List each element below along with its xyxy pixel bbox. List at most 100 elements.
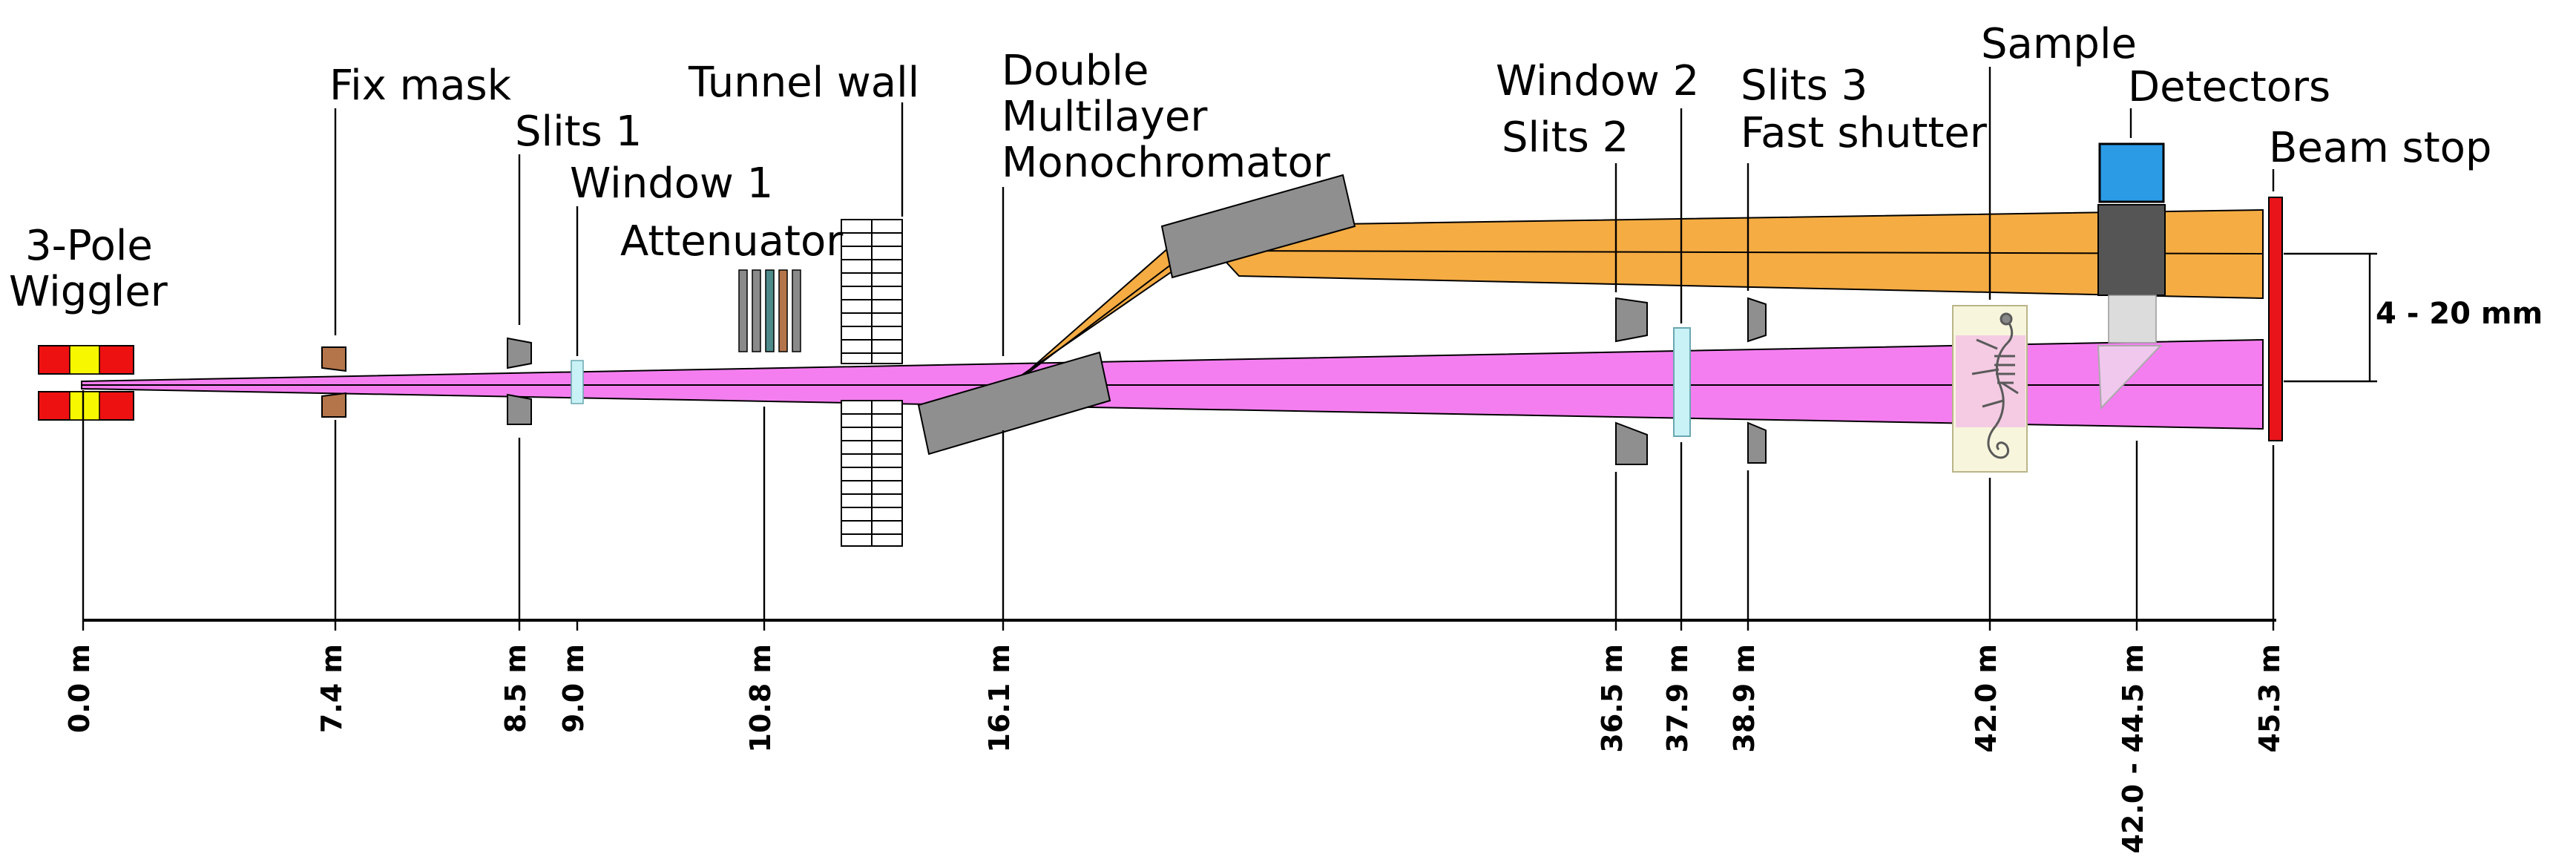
drop-lines (82, 390, 2275, 620)
label-slits-3-line1: Slits 3 (1741, 62, 1867, 110)
wall-brick (841, 467, 873, 481)
offset-label: 4 - 20 mm (2376, 297, 2543, 331)
wall-brick (871, 507, 903, 522)
distance-label-sample: 42.0 m (1970, 644, 2002, 753)
wall-brick (841, 493, 873, 508)
sample (1952, 305, 2028, 473)
label-monochromator-line2: Multilayer (1002, 93, 1208, 141)
label-slits-1: Slits 1 (515, 108, 642, 156)
wall-brick (871, 520, 903, 535)
monochromator-crystals (917, 174, 1356, 456)
chameleon-skeleton-icon (1971, 312, 2019, 459)
wall-brick (841, 259, 873, 274)
label-fix-mask: Fix mask (329, 62, 512, 110)
wall-brick (871, 467, 903, 481)
slits-1 (507, 337, 532, 425)
wall-brick (841, 453, 873, 468)
wall-brick (841, 219, 873, 234)
label-slits-3: Slits 3 Fast shutter (1741, 62, 1988, 157)
label-detectors: Detectors (2128, 63, 2330, 111)
wall-brick (841, 440, 873, 455)
wall-brick (871, 440, 903, 455)
offset-dimension (2284, 252, 2377, 383)
label-tunnel-wall: Tunnel wall (688, 59, 919, 107)
distance-label-attenuator: 10.8 m (744, 644, 777, 753)
label-monochromator-line1: Double (1002, 47, 1149, 95)
detector-top (2098, 142, 2165, 203)
slits-3-fast-shutter (1747, 297, 1767, 464)
label-beam-stop: Beam stop (2269, 124, 2491, 172)
wall-brick (841, 299, 873, 314)
distance-label-detectors: 42.0 - 44.5 m (2117, 644, 2149, 854)
wall-brick (841, 520, 873, 535)
detectors (2097, 142, 2166, 410)
wall-brick (871, 259, 903, 274)
wall-brick (841, 232, 873, 247)
beam-stop (2268, 197, 2283, 441)
wall-brick (871, 272, 903, 287)
attenuator (738, 269, 801, 352)
label-window-1: Window 1 (570, 160, 773, 208)
wall-brick (871, 219, 903, 234)
distance-label-window2: 37.9 m (1661, 644, 1694, 753)
distance-label-window1: 9.0 m (557, 644, 590, 733)
window-1 (571, 360, 584, 404)
distance-label-slits2: 36.5 m (1596, 644, 1629, 753)
wall-brick (871, 312, 903, 327)
wall-brick (841, 286, 873, 300)
label-monochromator: Double Multilayer Monochromator (1002, 47, 1331, 187)
wall-brick (841, 480, 873, 495)
wall-brick (871, 427, 903, 441)
distance-label-slits1: 8.5 m (499, 644, 532, 733)
wall-brick (871, 299, 903, 314)
wall-brick (871, 493, 903, 508)
monochromator-crystal-2 (1160, 174, 1356, 279)
label-attenuator: Attenuator (620, 217, 844, 266)
label-sample: Sample (1981, 20, 2137, 68)
wall-brick (871, 246, 903, 260)
wall-brick (841, 507, 873, 522)
label-monochromator-line3: Monochromator (1002, 139, 1331, 187)
distance-label-beam-stop: 45.3 m (2253, 644, 2286, 753)
distance-label-wiggler: 0.0 m (63, 644, 96, 733)
wall-brick (841, 326, 873, 341)
label-wiggler-line1: 3-Pole (25, 222, 153, 270)
wall-brick (841, 413, 873, 428)
wall-brick (871, 453, 903, 468)
wall-brick (871, 339, 903, 354)
slits-2 (1615, 297, 1648, 465)
wall-brick (871, 400, 903, 415)
distance-tick-labels: 0.0 m 7.4 m 8.5 m 9.0 m 10.8 m 16.1 m 36.5 m 37… (63, 620, 2286, 854)
wall-brick (871, 533, 903, 547)
label-wiggler-line2: Wiggler (9, 268, 168, 316)
wall-brick (841, 246, 873, 260)
distance-label-fix-mask: 7.4 m (315, 644, 348, 733)
wall-brick (871, 480, 903, 495)
wall-brick (841, 400, 873, 415)
distance-label-monochromator: 16.1 m (983, 644, 1016, 753)
wall-brick (841, 312, 873, 327)
label-wiggler: 3-Pole Wiggler (9, 222, 168, 316)
tunnel-wall (841, 219, 903, 547)
label-slits-3-line2: Fast shutter (1741, 109, 1988, 157)
label-window-2: Window 2 (1496, 57, 1699, 105)
label-slits-2: Slits 2 (1502, 114, 1629, 162)
wall-brick (841, 533, 873, 547)
wall-brick (841, 352, 873, 364)
detector-body (2097, 204, 2166, 296)
wall-brick (871, 326, 903, 341)
wall-brick (871, 413, 903, 428)
wall-brick (871, 352, 903, 364)
component-labels: 3-Pole Wiggler Fix mask Slits 1 Window 1… (9, 20, 2491, 316)
wall-brick (871, 232, 903, 247)
wall-brick (871, 286, 903, 300)
monochromatic-beam-axis (1216, 250, 2264, 254)
callout-lines (334, 67, 2275, 356)
wall-brick (841, 339, 873, 354)
detector-mirror (2097, 345, 2163, 410)
window-2 (1673, 327, 1691, 437)
detector-scintillator (2108, 295, 2157, 343)
distance-label-slits3: 38.9 m (1728, 644, 1761, 753)
